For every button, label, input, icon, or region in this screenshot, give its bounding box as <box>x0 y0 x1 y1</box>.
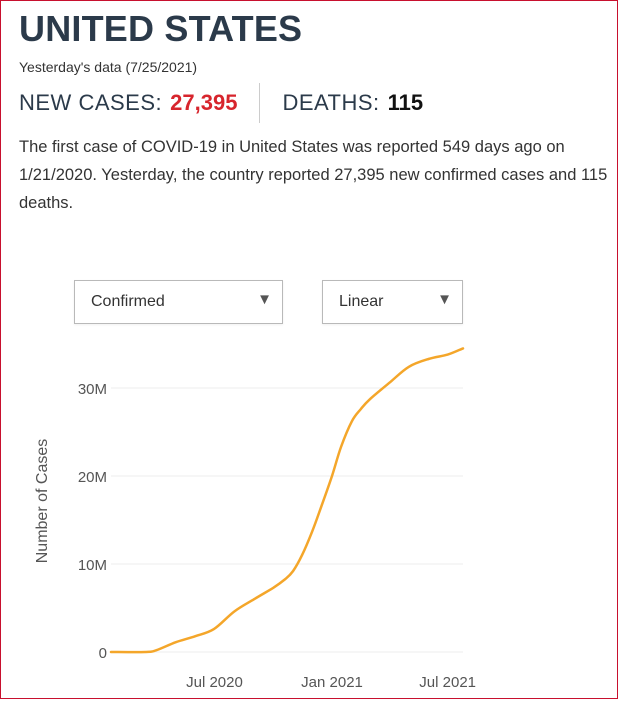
chevron-down-icon: ▼ <box>437 291 452 308</box>
chart-series <box>109 347 465 654</box>
chevron-down-icon: ▼ <box>257 291 272 308</box>
case-type-select[interactable]: Confirmed ▼ <box>74 280 283 324</box>
y-tick-label: 30M <box>78 381 107 398</box>
scale-selected: Linear <box>339 293 384 310</box>
x-tick-label: Jul 2021 <box>419 674 476 691</box>
scale-select[interactable]: Linear ▼ <box>322 280 463 324</box>
deaths-stat: DEATHS: 115 <box>282 90 423 116</box>
deaths-value: 115 <box>387 90 424 115</box>
x-tick-label: Jul 2020 <box>186 674 243 691</box>
new-cases-value: 27,395 <box>170 90 238 115</box>
data-date: Yesterday's data (7/25/2021) <box>19 59 198 75</box>
stats-divider <box>259 83 261 123</box>
page-title: UNITED STATES <box>19 8 303 49</box>
cases-chart-svg: 0 10M 20M 30M Jul 2020 Jan 2021 Jul 2021 Numb… <box>34 347 476 691</box>
y-tick-label: 10M <box>78 557 107 574</box>
stats-row: NEW CASES: 27,395 DEATHS: 115 <box>19 81 423 125</box>
cases-chart: 0 10M 20M 30M Jul 2020 Jan 2021 Jul 2021 Numb… <box>1 331 618 700</box>
x-tick-label: Jan 2021 <box>301 674 363 691</box>
series-line-confirmed <box>109 347 465 654</box>
deaths-label: DEATHS: <box>282 90 380 115</box>
y-axis-ticks: 0 10M 20M 30M <box>78 381 107 662</box>
chart-gridlines <box>111 387 463 653</box>
x-axis-ticks: Jul 2020 Jan 2021 Jul 2021 <box>186 674 476 691</box>
y-tick-label: 20M <box>78 469 107 486</box>
y-axis-label: Number of Cases <box>34 439 51 564</box>
y-tick-label: 0 <box>99 645 107 662</box>
new-cases-label: NEW CASES: <box>19 90 163 115</box>
case-type-selected: Confirmed <box>91 293 165 310</box>
new-cases-stat: NEW CASES: 27,395 <box>19 90 237 116</box>
summary-text: The first case of COVID-19 in United Sta… <box>19 138 608 212</box>
